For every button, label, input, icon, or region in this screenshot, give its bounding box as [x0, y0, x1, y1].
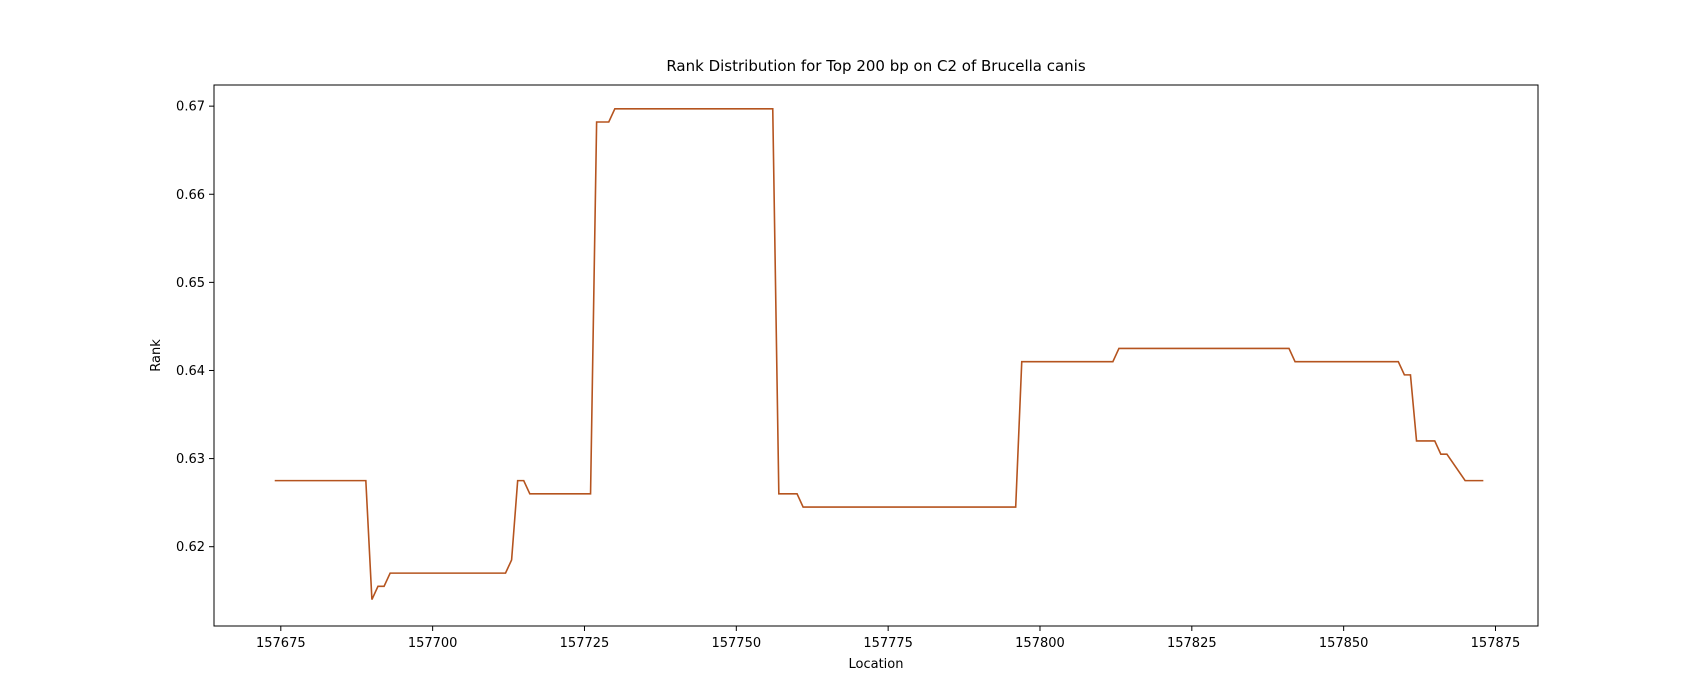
y-tick-label: 0.64	[176, 364, 205, 379]
x-tick-label: 157675	[256, 636, 306, 651]
x-axis-ticks: 157675 157700 157725 157750 157775 157800 1578…	[256, 626, 1520, 651]
x-tick-label: 157750	[711, 636, 761, 651]
y-tick-label: 0.67	[176, 100, 205, 115]
x-tick-label: 157875	[1471, 636, 1521, 651]
x-tick-label: 157725	[560, 636, 610, 651]
x-tick-label: 157800	[1015, 636, 1065, 651]
chart-title: Rank Distribution for Top 200 bp on C2 o…	[666, 57, 1086, 75]
x-tick-label: 157700	[408, 636, 458, 651]
x-tick-label: 157775	[863, 636, 913, 651]
y-tick-label: 0.66	[176, 188, 205, 203]
y-tick-label: 0.62	[176, 540, 205, 555]
x-tick-label: 157850	[1319, 636, 1369, 651]
series-line-rank	[274, 107, 1484, 600]
plot-frame	[213, 84, 1539, 627]
y-tick-label: 0.65	[176, 276, 205, 291]
x-axis-label: Location	[849, 657, 904, 672]
y-tick-label: 0.63	[176, 452, 205, 467]
y-axis-label: Rank	[149, 339, 164, 372]
y-axis-ticks: 0.62 0.63 0.64 0.65 0.66 0.67	[176, 100, 214, 555]
plot-area: 157675 157700 157725 157750 157775 157800 1578…	[176, 84, 1539, 651]
x-tick-label: 157825	[1167, 636, 1217, 651]
